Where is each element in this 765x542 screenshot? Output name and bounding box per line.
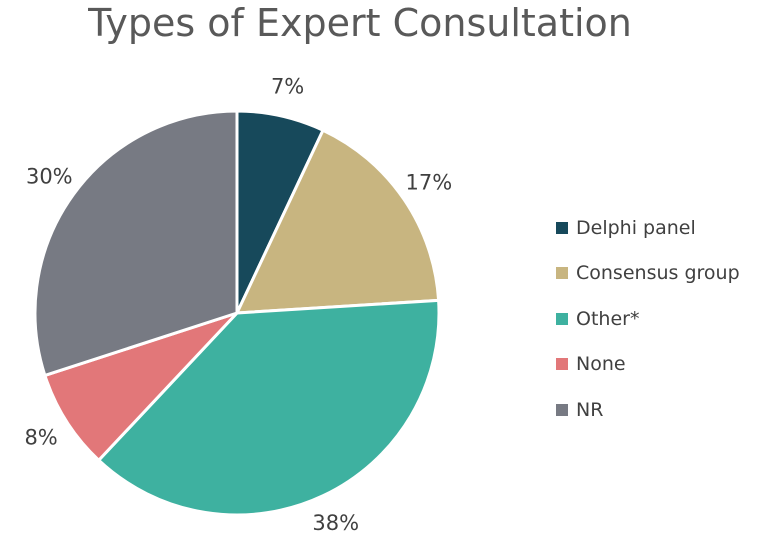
legend-label: None [576,353,626,376]
pie-slice-other [97,298,441,517]
legend-item-consensus-group: Consensus group [556,251,761,297]
legend-item-other: Other* [556,296,761,342]
data-label-other: 38% [312,511,359,535]
data-label-consensus-group: 17% [406,171,453,195]
pie-slice-none [43,311,239,462]
legend-label: NR [576,398,604,421]
pie-slices [33,109,441,517]
data-label-delphi-panel: 7% [271,75,304,99]
legend: Delphi panel Consensus group Other* None NR [556,205,761,433]
pie-slice-consensus-group [235,128,441,315]
legend-swatch [556,312,568,325]
legend-swatch [556,358,568,371]
chart-title: Types of Expert Consultation [88,1,632,45]
data-label-none: 8% [24,425,57,449]
legend-label: Consensus group [576,262,740,285]
legend-item-nr: NR [556,387,761,433]
legend-swatch [556,403,568,416]
legend-swatch [556,267,568,280]
legend-item-delphi-panel: Delphi panel [556,205,761,251]
legend-swatch [556,221,568,234]
legend-label: Delphi panel [576,216,696,239]
legend-item-none: None [556,342,761,388]
legend-label: Other* [576,307,640,330]
data-label-nr: 30% [26,165,73,189]
pie-slice-nr [33,109,239,377]
pie-labels: 7% 17% 38% 8% 30% [24,75,452,535]
